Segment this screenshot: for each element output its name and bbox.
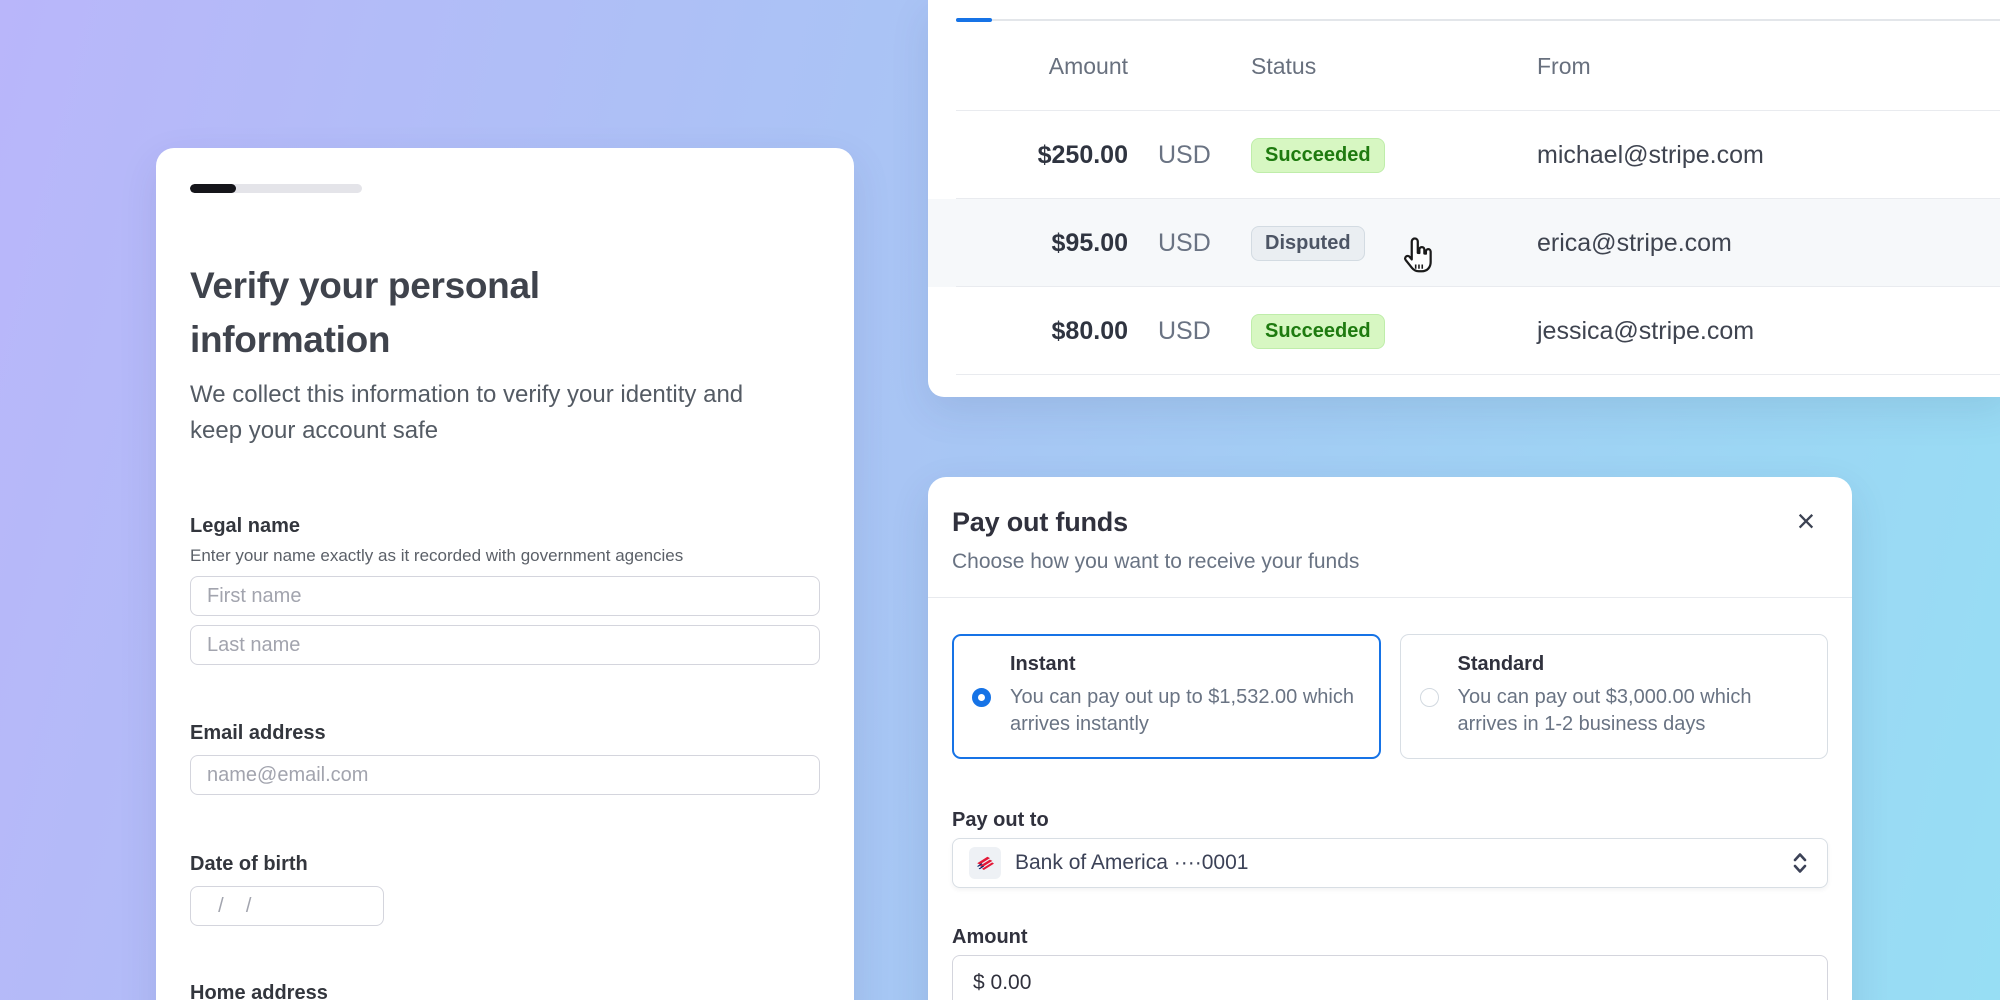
bank-of-america-icon — [969, 847, 1001, 879]
modal-divider — [928, 597, 1852, 598]
bank-account-select[interactable]: Bank of America ····0001 — [952, 838, 1828, 888]
status-badge: Succeeded — [1251, 313, 1385, 349]
option-description: You can pay out up to $1,532.00 which ar… — [1010, 686, 1354, 735]
onboarding-progress-fill — [190, 184, 237, 193]
modal-title: Pay out funds — [952, 507, 1128, 537]
status-badge: Succeeded — [1251, 137, 1385, 173]
table-row[interactable]: $250.00 USD Succeeded michael@stripe.com — [928, 111, 2000, 199]
table-header-row: Amount Status From — [928, 21, 2000, 111]
radio-unselected-icon[interactable] — [1419, 688, 1439, 707]
status-badge: Disputed — [1251, 225, 1365, 261]
column-header-amount: Amount — [1048, 52, 1128, 79]
page-subtitle: We collect this information to verify yo… — [190, 381, 744, 444]
payout-to-label: Pay out to — [952, 809, 1049, 831]
from-email: michael@stripe.com — [1537, 140, 1764, 169]
select-chevron-icon — [1793, 853, 1807, 873]
currency-label: USD — [1158, 140, 1211, 169]
payout-modal: Pay out funds × Choose how you want to r… — [928, 477, 1852, 1000]
last-name-input[interactable] — [190, 625, 820, 665]
hand-cursor-icon — [1404, 237, 1432, 273]
verify-identity-card: Verify your personal information We coll… — [156, 148, 854, 1000]
dob-label: Date of birth — [190, 853, 308, 875]
amount-label: Amount — [952, 926, 1028, 948]
bank-account-value: Bank of America ····0001 — [1015, 851, 1249, 874]
from-email: jessica@stripe.com — [1537, 316, 1755, 345]
legal-name-label: Legal name — [190, 515, 301, 537]
amount-value: $95.00 — [1051, 228, 1128, 257]
home-address-label: Home address — [190, 982, 328, 1000]
option-standard[interactable]: Standard You can pay out $3,000.00 which… — [1399, 634, 1828, 759]
option-description: You can pay out $3,000.00 which arrives … — [1457, 686, 1752, 735]
table-row[interactable]: $80.00 USD Succeeded jessica@stripe.com — [928, 287, 2000, 375]
table-row[interactable]: $95.00 USD Disputed erica@stripe.com — [928, 199, 2000, 287]
page-title: Verify your personal information — [190, 265, 540, 360]
option-title: Instant — [1010, 653, 1076, 675]
option-instant[interactable]: Instant You can pay out up to $1,532.00 … — [952, 634, 1381, 759]
radio-selected-icon[interactable] — [972, 688, 991, 707]
currency-label: USD — [1158, 316, 1211, 345]
column-header-from: From — [1537, 52, 1591, 79]
column-header-status: Status — [1251, 52, 1317, 79]
legal-name-helper: Enter your name exactly as it recorded w… — [190, 546, 684, 565]
payments-table-card: Amount Status From $250.00 USD Succeeded… — [928, 0, 2000, 397]
dob-input[interactable] — [190, 886, 384, 926]
amount-value: $80.00 — [1051, 316, 1128, 345]
active-tab-indicator — [956, 18, 992, 22]
tab-bar-divider — [956, 19, 2000, 21]
close-icon[interactable]: × — [1788, 503, 1824, 539]
onboarding-progress-bar — [190, 184, 362, 193]
amount-value: $250.00 — [1037, 140, 1128, 169]
option-title: Standard — [1457, 653, 1545, 675]
from-email: erica@stripe.com — [1537, 228, 1732, 257]
payout-amount-input[interactable] — [952, 955, 1828, 1000]
email-input[interactable] — [190, 755, 820, 795]
payout-speed-options: Instant You can pay out up to $1,532.00 … — [952, 634, 1828, 759]
modal-subtitle: Choose how you want to receive your fund… — [952, 550, 1360, 573]
email-label: Email address — [190, 722, 326, 744]
first-name-input[interactable] — [190, 576, 820, 616]
currency-label: USD — [1158, 228, 1211, 257]
